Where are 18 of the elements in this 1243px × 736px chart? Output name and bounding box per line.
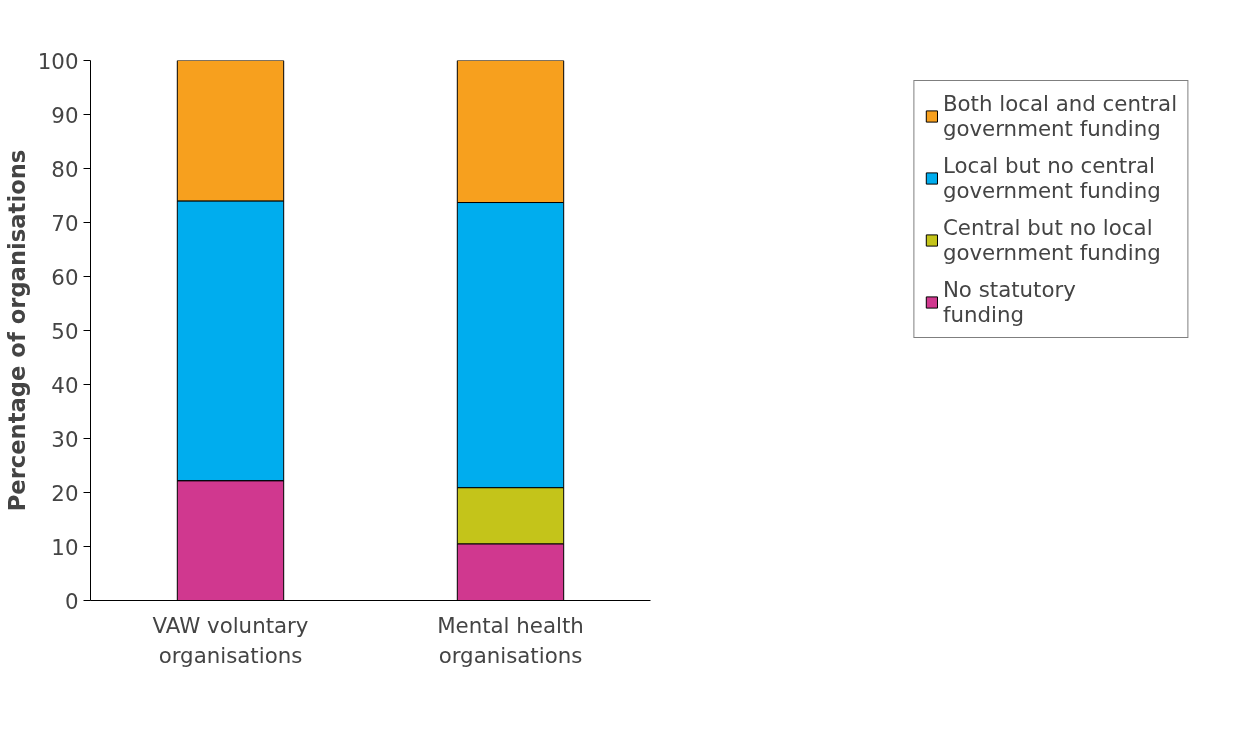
y-tick-label: 30 [51, 426, 79, 452]
y-tick-label: 50 [51, 318, 79, 344]
x-tick-label: VAW voluntary organisations [152, 612, 309, 668]
legend-label: No statutory funding [942, 277, 1076, 327]
y-tick-label: 40 [51, 372, 79, 398]
y-axis-title: Percentage of organisations [3, 149, 30, 512]
y-tick-label: 0 [64, 588, 79, 614]
legend-label: Both local and central government funding [942, 91, 1178, 141]
y-tick-label: 80 [51, 156, 79, 182]
y-tick-label: 20 [51, 480, 79, 506]
y-tick-label: 10 [51, 534, 79, 560]
legend-label: Local but no central government funding [942, 153, 1161, 203]
x-tick-label: Mental health organisations [437, 612, 584, 668]
y-tick-label: 100 [37, 48, 79, 74]
y-tick-label: 70 [51, 210, 79, 236]
legend-label: Central but no local government funding [942, 215, 1161, 265]
y-tick-label: 90 [51, 102, 79, 128]
y-tick-label: 60 [51, 264, 79, 290]
